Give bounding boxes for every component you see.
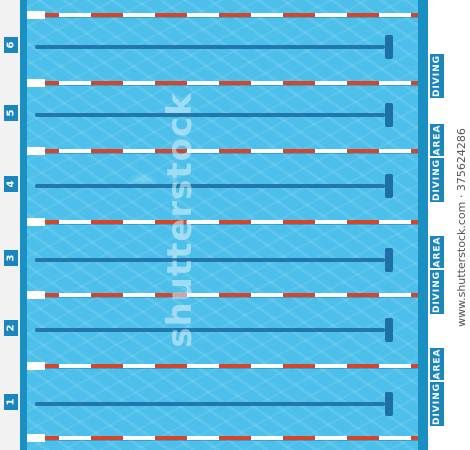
lane-number-4: 4 bbox=[4, 176, 18, 192]
lane-marking-tee bbox=[385, 35, 393, 59]
lane-number-6: 6 bbox=[4, 37, 18, 53]
diving-area-word-area: AREA bbox=[430, 236, 444, 268]
diving-area-word-area: AREA bbox=[430, 348, 444, 380]
lane-number-5: 5 bbox=[4, 105, 18, 121]
lane-marking-tee bbox=[385, 174, 393, 198]
lane-number-2: 2 bbox=[4, 320, 18, 336]
diving-area-label: AREA DIVING bbox=[430, 124, 444, 202]
lane-rope bbox=[27, 362, 418, 370]
lane-number-1: 1 bbox=[4, 394, 18, 410]
diving-area-label: AREA DIVING bbox=[430, 20, 444, 98]
diving-area-word-diving: DIVING bbox=[430, 270, 444, 314]
lane-rope bbox=[27, 147, 418, 155]
lane-marking-line bbox=[35, 184, 385, 188]
lane-rope bbox=[27, 291, 418, 299]
pool-deck-left bbox=[0, 0, 20, 450]
lane-marking-line bbox=[35, 113, 385, 117]
lane-rope bbox=[27, 79, 418, 87]
lane-marking-line bbox=[35, 402, 385, 406]
diving-area-label: AREA DIVING bbox=[430, 348, 444, 426]
diving-area-word-diving: DIVING bbox=[430, 382, 444, 426]
pool-wall-left bbox=[20, 0, 27, 450]
watermark-center: shutterstock bbox=[160, 92, 200, 348]
lane-rope bbox=[27, 11, 418, 19]
diving-area-word-diving: DIVING bbox=[430, 54, 444, 98]
diving-area-label: AREA DIVING bbox=[430, 236, 444, 314]
lane-marking-tee bbox=[385, 318, 393, 342]
lane-marking-line bbox=[35, 328, 385, 332]
lane-marking-tee bbox=[385, 248, 393, 272]
lane-marking-tee bbox=[385, 392, 393, 416]
lane-marking-line bbox=[35, 45, 385, 49]
diving-area-word-diving: DIVING bbox=[430, 158, 444, 202]
lane-marking-line bbox=[35, 258, 385, 262]
lane-rope bbox=[27, 434, 418, 442]
lane-number-3: 3 bbox=[4, 250, 18, 266]
lane-rope bbox=[27, 218, 418, 226]
watermark-side: www.shutterstock.com · 375624286 bbox=[454, 127, 468, 327]
pool-wall-right bbox=[418, 0, 428, 450]
diving-area-word-area: AREA bbox=[430, 124, 444, 156]
lane-marking-tee bbox=[385, 103, 393, 127]
pool-water bbox=[20, 0, 428, 450]
